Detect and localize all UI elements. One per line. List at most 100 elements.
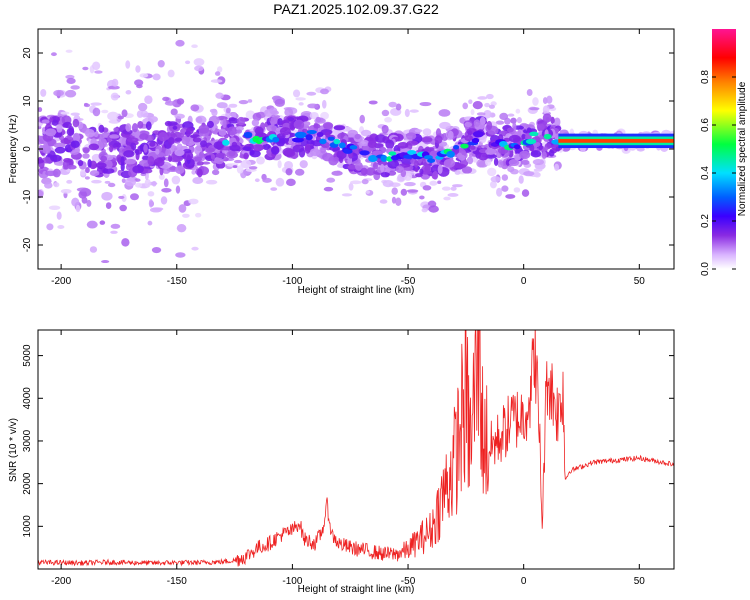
heatmap-cell <box>309 111 319 120</box>
snr-x-tick-label: -150 <box>167 576 187 587</box>
heatmap-cell <box>83 103 91 108</box>
heatmap-cell <box>368 100 378 105</box>
heatmap-cell <box>155 148 160 155</box>
heatmap-cell <box>186 127 194 135</box>
heatmap-cell <box>124 158 136 165</box>
heatmap-cell <box>495 120 505 125</box>
heatmap-cell <box>205 179 218 185</box>
heatmap-cell <box>117 115 124 120</box>
heatmap-cell <box>217 66 223 73</box>
heatmap-cell <box>192 137 202 143</box>
heatmap-cell <box>543 133 552 140</box>
heatmap-cell <box>419 101 432 107</box>
heatmap-cell <box>167 69 175 78</box>
heatmap-cell <box>251 119 260 127</box>
heatmap-cell <box>529 144 535 152</box>
heatmap-cell <box>147 220 153 226</box>
heatmap-cell <box>262 177 272 183</box>
heatmap-cell <box>427 158 436 164</box>
heatmap-cell <box>191 44 198 49</box>
heatmap-cell <box>293 119 305 130</box>
heatmap-cell <box>110 92 119 101</box>
spectrogram-x-tick-label: -150 <box>167 276 187 287</box>
heatmap-cell <box>108 85 120 90</box>
heatmap-cell <box>414 160 419 168</box>
heatmap-cell <box>131 123 138 133</box>
heatmap-cell <box>485 154 498 159</box>
heatmap-cell <box>466 156 474 165</box>
heatmap-cell <box>102 168 115 174</box>
heatmap-cell <box>496 187 503 197</box>
heatmap-cell <box>404 182 416 187</box>
heatmap-cell <box>151 246 162 254</box>
heatmap-cell <box>81 196 88 204</box>
spectrogram-y-tick-label: 10 <box>22 95 33 107</box>
heatmap-cell <box>237 116 246 126</box>
heatmap-cell <box>228 117 240 124</box>
heatmap-cell <box>382 179 394 188</box>
heatmap-cell <box>211 169 220 176</box>
heatmap-cell <box>176 143 183 151</box>
heatmap-cell <box>87 159 92 168</box>
heatmap-cell <box>151 207 164 211</box>
heatmap-cell <box>322 152 334 162</box>
heatmap-cell <box>236 129 243 134</box>
heatmap-cell <box>405 132 417 140</box>
heatmap-cell <box>199 151 205 159</box>
heatmap-cell <box>287 132 297 138</box>
heatmap-cell <box>510 117 517 124</box>
heatmap-cell <box>67 164 77 170</box>
heatmap-cell <box>326 177 336 183</box>
heatmap-cell <box>428 205 439 213</box>
heatmap-cell <box>349 145 358 150</box>
heatmap-cell <box>53 182 60 188</box>
heatmap-cell <box>414 129 423 133</box>
snr-x-label: Height of straight line (km) <box>298 584 415 595</box>
heatmap-cell <box>285 168 293 176</box>
spectrogram-y-tick-label: 20 <box>22 47 33 59</box>
heatmap-cell <box>41 157 53 164</box>
heatmap-cell <box>120 156 125 165</box>
heatmap-cell <box>101 260 110 264</box>
heatmap-cell <box>452 184 463 188</box>
heatmap-cell <box>359 114 365 124</box>
heatmap-cell <box>158 174 165 180</box>
heatmap-cell <box>287 117 295 122</box>
heatmap-cell <box>247 99 253 103</box>
heatmap-cell <box>320 88 329 95</box>
heatmap-cell <box>163 178 169 188</box>
heatmap-cell <box>381 109 390 117</box>
heatmap-cell <box>157 59 165 68</box>
heatmap-cell <box>473 119 481 127</box>
heatmap-cell <box>164 100 177 106</box>
snr-x-tick-label: -100 <box>282 576 302 587</box>
heatmap-cell <box>113 127 119 132</box>
heatmap-cell <box>107 111 119 121</box>
heatmap-cell <box>323 122 334 130</box>
heatmap-cell <box>175 252 186 258</box>
heatmap-cell <box>490 176 501 183</box>
colorbar-label: Normalized spectral amplitude <box>737 81 748 216</box>
heatmap-cell <box>354 133 361 140</box>
heatmap-cell <box>359 150 370 156</box>
heatmap-cell <box>214 71 221 76</box>
heatmap-cell <box>147 115 158 123</box>
heatmap-cell <box>172 125 178 130</box>
heatmap-cell <box>437 164 443 174</box>
spectrogram-x-tick-label: -200 <box>51 276 71 287</box>
heatmap-cell <box>99 220 106 225</box>
snr-x-tick-label: 50 <box>634 576 646 587</box>
heatmap-cell <box>395 165 404 173</box>
heatmap-cell <box>274 98 285 107</box>
heatmap-cell <box>201 161 211 165</box>
heatmap-cell <box>465 122 472 128</box>
heatmap-cell <box>446 150 455 158</box>
spectrogram-x-label: Height of straight line (km) <box>298 285 415 296</box>
heatmap-cell <box>53 142 66 149</box>
heatmap-cell <box>50 52 57 57</box>
heatmap-cell <box>298 102 304 106</box>
heatmap-cell <box>530 150 542 158</box>
heatmap-cell <box>98 124 105 133</box>
figure-title: PAZ1.2025.102.09.37.G22 <box>273 1 439 17</box>
heatmap-cell <box>256 156 265 165</box>
